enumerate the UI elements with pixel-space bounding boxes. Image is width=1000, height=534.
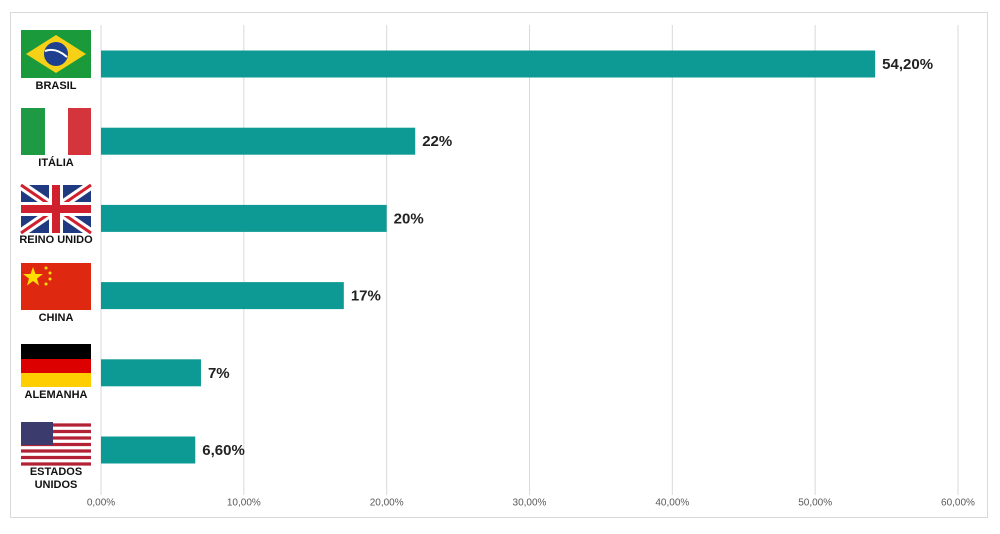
flag-usa xyxy=(21,422,91,466)
category-label: ITÁLIA xyxy=(38,157,74,170)
flag-uk xyxy=(18,181,94,237)
x-tick-label: 0,00% xyxy=(87,498,115,509)
value-label: 20% xyxy=(394,210,424,227)
chart-frame xyxy=(10,12,988,518)
x-tick-label: 60,00% xyxy=(941,498,975,509)
bar xyxy=(101,282,344,310)
category-label: BRASIL xyxy=(35,80,77,92)
category-label: ALEMANHA xyxy=(24,388,88,401)
category-label: ESTADOS UNIDOS xyxy=(29,466,83,491)
x-tick-label: 50,00% xyxy=(798,498,832,509)
bar xyxy=(101,359,201,387)
flag-germany xyxy=(21,344,91,387)
value-label: 7% xyxy=(208,365,230,382)
category-label: REINO UNIDO xyxy=(19,234,93,247)
flag-brazil xyxy=(21,30,91,78)
flags xyxy=(18,30,94,466)
category-label: CHINA xyxy=(38,311,74,324)
x-tick-label: 20,00% xyxy=(370,498,404,509)
value-label: 6,60% xyxy=(202,442,245,459)
bar xyxy=(101,436,196,464)
bar xyxy=(101,50,876,78)
flag-italy xyxy=(21,108,91,155)
value-label: 54,20% xyxy=(882,56,933,73)
value-label: 17% xyxy=(351,288,381,305)
bar xyxy=(101,127,416,155)
bar xyxy=(101,204,387,232)
flag-china xyxy=(21,263,91,310)
x-tick-label: 40,00% xyxy=(655,498,689,509)
x-tick-label: 10,00% xyxy=(227,498,261,509)
value-label: 22% xyxy=(422,133,452,150)
x-tick-label: 30,00% xyxy=(513,498,547,509)
